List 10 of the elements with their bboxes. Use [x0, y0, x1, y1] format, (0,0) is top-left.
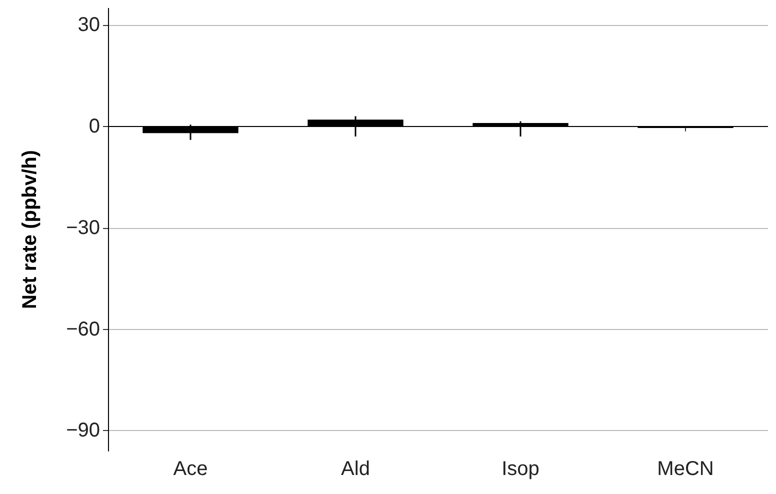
y-tick-label: 30 — [78, 14, 100, 36]
x-tick-label: MeCN — [657, 458, 714, 480]
x-tick-label: Isop — [502, 458, 540, 480]
y-tick-label: 0 — [88, 115, 100, 138]
x-tick-label: Ace — [173, 458, 208, 480]
y-tick-label: −30 — [66, 216, 100, 239]
y-axis-title: Net rate (ppbv/h) — [19, 150, 41, 309]
y-tick-label: −60 — [66, 318, 100, 340]
y-tick-label: −90 — [66, 420, 100, 442]
x-tick-label: Ald — [341, 458, 370, 480]
